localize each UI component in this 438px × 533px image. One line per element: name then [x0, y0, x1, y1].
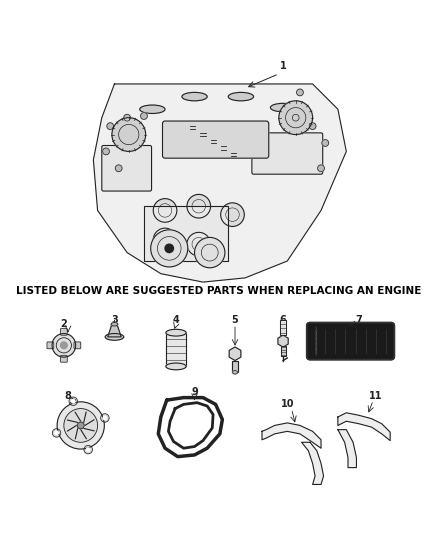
Circle shape	[107, 123, 113, 130]
Text: 9: 9	[191, 387, 198, 397]
Circle shape	[153, 199, 177, 222]
Circle shape	[102, 148, 110, 155]
Ellipse shape	[233, 370, 237, 374]
Ellipse shape	[166, 329, 186, 336]
Bar	[166, 333, 186, 366]
Circle shape	[103, 416, 106, 419]
Polygon shape	[262, 423, 321, 448]
Circle shape	[151, 230, 188, 267]
FancyBboxPatch shape	[162, 121, 269, 158]
Text: LISTED BELOW ARE SUGGESTED PARTS WHEN REPLACING AN ENGINE: LISTED BELOW ARE SUGGESTED PARTS WHEN RE…	[16, 286, 422, 295]
Circle shape	[52, 334, 76, 357]
Polygon shape	[169, 402, 213, 448]
FancyBboxPatch shape	[60, 328, 67, 335]
FancyBboxPatch shape	[252, 133, 323, 174]
Circle shape	[187, 232, 211, 256]
Ellipse shape	[105, 334, 124, 340]
Bar	[280, 320, 286, 335]
Bar	[166, 333, 186, 366]
Ellipse shape	[270, 103, 296, 112]
Bar	[233, 360, 237, 373]
Polygon shape	[229, 347, 241, 360]
Ellipse shape	[228, 92, 254, 101]
Text: 7: 7	[356, 315, 362, 325]
Bar	[233, 360, 237, 373]
Circle shape	[221, 203, 244, 227]
Text: 2: 2	[60, 319, 67, 329]
Circle shape	[318, 165, 325, 172]
Polygon shape	[302, 442, 324, 484]
Polygon shape	[338, 430, 357, 467]
FancyBboxPatch shape	[60, 356, 67, 362]
FancyBboxPatch shape	[102, 146, 152, 191]
Circle shape	[124, 114, 131, 121]
Circle shape	[187, 195, 211, 218]
Text: 10: 10	[281, 399, 294, 409]
Text: 3: 3	[111, 315, 118, 325]
Bar	[281, 346, 286, 356]
Circle shape	[71, 400, 75, 403]
Circle shape	[297, 89, 303, 96]
Circle shape	[55, 431, 58, 434]
Bar	[144, 206, 228, 261]
Ellipse shape	[166, 363, 186, 370]
Polygon shape	[108, 324, 121, 337]
Polygon shape	[93, 84, 346, 282]
Bar	[280, 320, 286, 335]
Circle shape	[60, 342, 67, 349]
Circle shape	[69, 397, 78, 406]
Circle shape	[141, 112, 147, 119]
Circle shape	[309, 123, 316, 130]
FancyBboxPatch shape	[47, 342, 54, 349]
Circle shape	[279, 101, 313, 134]
Circle shape	[292, 114, 299, 121]
Circle shape	[115, 165, 122, 172]
Text: 4: 4	[173, 315, 180, 325]
Circle shape	[78, 422, 84, 429]
Circle shape	[153, 228, 177, 252]
Ellipse shape	[111, 322, 118, 326]
Bar	[281, 346, 286, 356]
Text: 5: 5	[232, 315, 238, 325]
Circle shape	[101, 414, 109, 422]
Circle shape	[87, 448, 90, 451]
Circle shape	[112, 118, 146, 151]
Ellipse shape	[140, 105, 165, 114]
Text: 6: 6	[280, 315, 286, 325]
Text: 1: 1	[280, 61, 286, 71]
Circle shape	[165, 244, 173, 253]
Bar	[144, 206, 228, 261]
Circle shape	[84, 446, 92, 454]
Circle shape	[57, 402, 104, 449]
Circle shape	[53, 429, 61, 437]
Circle shape	[64, 409, 98, 442]
Polygon shape	[158, 398, 223, 457]
Text: 8: 8	[65, 391, 71, 401]
Circle shape	[194, 237, 225, 268]
Circle shape	[322, 140, 328, 147]
Polygon shape	[278, 335, 288, 347]
FancyBboxPatch shape	[74, 342, 81, 349]
Text: 11: 11	[369, 391, 382, 401]
Ellipse shape	[182, 92, 207, 101]
Polygon shape	[338, 413, 390, 441]
FancyBboxPatch shape	[307, 322, 394, 360]
